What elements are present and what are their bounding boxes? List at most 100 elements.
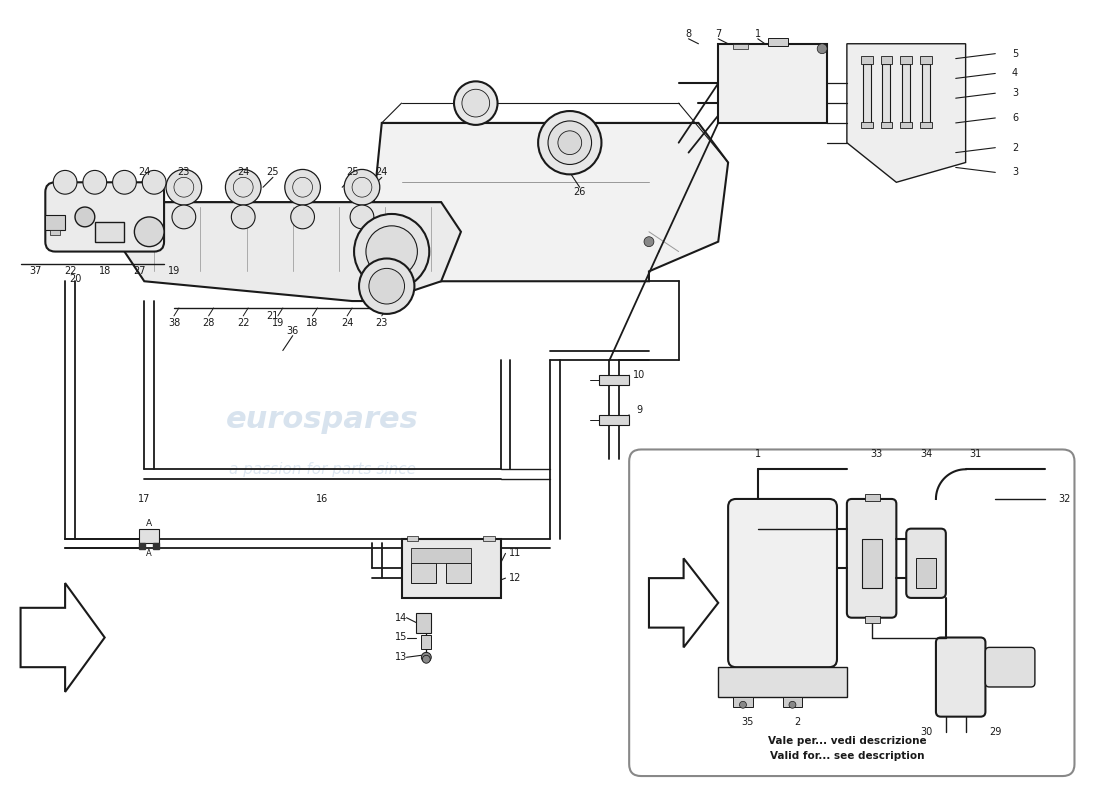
Circle shape: [142, 170, 166, 194]
Circle shape: [644, 237, 653, 246]
Polygon shape: [124, 202, 461, 301]
Bar: [421, 634, 431, 650]
Circle shape: [290, 205, 315, 229]
Text: 26: 26: [573, 187, 586, 197]
Text: 15: 15: [395, 633, 408, 642]
Text: 12: 12: [509, 573, 521, 583]
Bar: [880, 122, 892, 128]
Text: 25: 25: [345, 167, 359, 178]
Bar: [861, 538, 881, 588]
Text: 38: 38: [168, 318, 180, 328]
FancyBboxPatch shape: [629, 450, 1075, 776]
Circle shape: [368, 268, 405, 304]
Polygon shape: [21, 583, 104, 692]
Text: 1: 1: [755, 450, 761, 459]
Circle shape: [82, 170, 107, 194]
Bar: [600, 415, 629, 425]
Text: 33: 33: [870, 450, 882, 459]
Circle shape: [134, 217, 164, 246]
Circle shape: [226, 170, 261, 205]
Text: A: A: [146, 519, 152, 528]
Bar: [768, 38, 788, 46]
Bar: [922, 63, 930, 123]
Bar: [902, 63, 910, 123]
Text: 24: 24: [236, 167, 250, 178]
Bar: [718, 667, 847, 697]
Text: 9: 9: [636, 405, 642, 415]
Text: 34: 34: [920, 450, 932, 459]
Circle shape: [548, 121, 592, 165]
Text: 24: 24: [375, 167, 388, 178]
Text: 20: 20: [69, 274, 81, 284]
Circle shape: [421, 652, 431, 662]
Circle shape: [172, 205, 196, 229]
Bar: [411, 563, 437, 583]
Bar: [860, 56, 872, 63]
Bar: [411, 549, 471, 563]
Circle shape: [538, 111, 602, 174]
Circle shape: [817, 44, 827, 54]
Bar: [916, 558, 936, 588]
Polygon shape: [649, 558, 718, 647]
Text: 7: 7: [715, 29, 722, 39]
Text: 25: 25: [266, 167, 279, 178]
Text: 18: 18: [99, 266, 111, 276]
Text: 11: 11: [509, 548, 521, 558]
FancyBboxPatch shape: [936, 638, 986, 717]
Bar: [860, 122, 872, 128]
Text: 4: 4: [1012, 69, 1019, 78]
FancyBboxPatch shape: [986, 647, 1035, 687]
Text: 22: 22: [236, 318, 250, 328]
Text: 27: 27: [133, 266, 145, 276]
Bar: [600, 375, 629, 385]
Bar: [865, 494, 880, 501]
Circle shape: [344, 170, 380, 205]
Text: 17: 17: [139, 494, 151, 504]
Bar: [900, 56, 912, 63]
FancyBboxPatch shape: [847, 499, 896, 618]
Polygon shape: [372, 123, 728, 282]
Circle shape: [366, 226, 417, 278]
Bar: [920, 122, 932, 128]
Text: 6: 6: [1012, 113, 1019, 123]
Text: 5: 5: [1012, 49, 1019, 58]
Text: a passion for parts since: a passion for parts since: [229, 462, 416, 477]
Text: 8: 8: [685, 29, 692, 39]
Circle shape: [231, 205, 255, 229]
Text: 2: 2: [794, 717, 801, 726]
Text: 21: 21: [266, 311, 279, 321]
Circle shape: [53, 170, 77, 194]
Circle shape: [350, 205, 374, 229]
Bar: [865, 616, 880, 622]
Text: 18: 18: [307, 318, 319, 328]
Text: 14: 14: [395, 613, 408, 622]
Text: 19: 19: [272, 318, 284, 328]
Text: 13: 13: [395, 652, 408, 662]
Circle shape: [739, 702, 747, 708]
Circle shape: [558, 131, 582, 154]
Text: eurospares: eurospares: [226, 406, 419, 434]
Text: 28: 28: [202, 318, 215, 328]
Text: 36: 36: [287, 326, 299, 336]
Text: 31: 31: [969, 450, 981, 459]
Circle shape: [359, 258, 415, 314]
Text: 23: 23: [178, 167, 190, 178]
Text: 1: 1: [755, 29, 761, 39]
Text: 35: 35: [741, 717, 755, 726]
Circle shape: [422, 655, 430, 663]
Text: 29: 29: [989, 726, 1001, 737]
Bar: [407, 535, 418, 541]
Circle shape: [354, 214, 429, 289]
Circle shape: [166, 170, 201, 205]
Circle shape: [789, 702, 796, 708]
Bar: [447, 563, 471, 583]
Bar: [862, 63, 870, 123]
Bar: [402, 538, 500, 598]
Text: 22: 22: [64, 266, 76, 276]
Text: 24: 24: [139, 167, 151, 178]
Circle shape: [285, 170, 320, 205]
Text: A: A: [146, 549, 152, 558]
Text: 23: 23: [375, 318, 388, 328]
Bar: [733, 697, 752, 706]
Text: 30: 30: [920, 726, 932, 737]
